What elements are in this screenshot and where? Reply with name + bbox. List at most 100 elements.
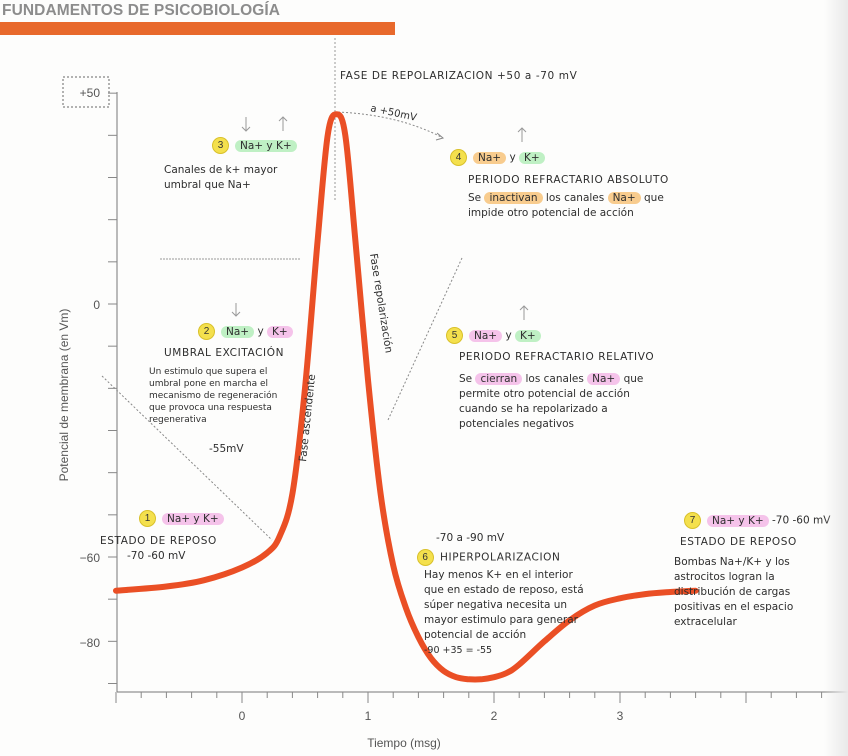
stage-2-title: UMBRAL EXCITACIÓN xyxy=(164,346,284,361)
description-line: mecanismo de regeneración xyxy=(149,391,278,401)
description-line: mayor estimulo para generar xyxy=(424,614,578,626)
stage-number-badge: 2 xyxy=(198,323,215,340)
x-tick-label: 1 xyxy=(365,709,372,723)
y-tick-label: −80 xyxy=(80,636,101,650)
ion-highlight-na: Na+ xyxy=(469,329,503,342)
umbral-diagonal-guide xyxy=(101,375,273,541)
stage-4-annotation: 4 Na+ y K+ xyxy=(450,149,545,166)
book-header-title: FUNDAMENTOS DE PSICOBIOLOGÍA xyxy=(2,2,281,19)
description-line: Un estimulo que supera el xyxy=(149,367,268,377)
y-axis-label: Potencial de membrana (en Vm) xyxy=(57,309,71,482)
description-line: positivas en el espacio xyxy=(674,601,794,613)
x-tick-label: 3 xyxy=(617,709,624,723)
stage-title-text: PERIODO REFRACTARIO RELATIVO xyxy=(459,351,655,363)
ion-connector: y xyxy=(505,329,512,342)
description-line: umbral que Na+ xyxy=(164,179,251,191)
highlighted-word: Na+ xyxy=(587,373,621,385)
ion-highlight-na: Na+ xyxy=(221,325,255,338)
description-line: potenciales negativos xyxy=(459,418,574,430)
stage-5-title: PERIODO REFRACTARIO RELATIVO xyxy=(459,350,654,365)
x-axis-label: Tiempo (msg) xyxy=(367,736,441,750)
description-line: que provoca una respuesta xyxy=(149,403,272,413)
stage-number-badge: 4 xyxy=(450,149,467,166)
text-part: los canales xyxy=(522,373,588,385)
x-tick-label: 0 xyxy=(239,709,246,723)
up-arrow-icon xyxy=(517,127,527,142)
text-part: que xyxy=(640,192,664,204)
text-part: Se xyxy=(459,373,476,385)
stage-5-description: Se cierran los canales Na+ que permite o… xyxy=(459,372,643,432)
ion-highlight-k: K+ xyxy=(515,329,541,342)
ion-connector: y xyxy=(509,151,516,164)
falling-phase-label: Fase repolarización xyxy=(367,253,395,354)
text-part: Se xyxy=(468,192,485,204)
ion-connector: y xyxy=(257,325,264,338)
up-arrow-icon xyxy=(519,305,529,320)
stage-2-annotation: 2 Na+ y K+ xyxy=(198,323,293,340)
description-line: extracelular xyxy=(674,616,737,628)
stage-number-badge: 1 xyxy=(139,510,156,527)
down-arrow-icon xyxy=(231,303,241,317)
stage-6-title: 6 HIPERPOLARIZACION xyxy=(417,549,560,566)
stage-5-annotation: 5 Na+ y K+ xyxy=(446,327,541,344)
x-tick-label: 2 xyxy=(491,709,498,723)
text-part: que xyxy=(620,373,644,385)
stage-3-annotation: 3 Na+ y K+ xyxy=(212,137,297,154)
plus50-dashed-box xyxy=(62,76,110,108)
ion-highlight-k: K+ xyxy=(267,325,293,338)
stage-value-text: -70 -60 mV xyxy=(772,514,831,527)
description-line: impide otro potencial de acción xyxy=(468,207,634,219)
description-line: súper negativa necesita un xyxy=(424,599,568,611)
stage-4-description: Se inactivan los canales Na+ que impide … xyxy=(468,191,664,221)
y-tick-label: +50 xyxy=(80,86,101,100)
stage-7-title: ESTADO DE REPOSO xyxy=(680,535,797,550)
stage-title-text: UMBRAL EXCITACIÓN xyxy=(164,347,285,359)
up-arrow-icon xyxy=(278,116,288,131)
repol-diagonal-guide xyxy=(387,257,463,421)
description-line: umbral pone en marcha el xyxy=(149,379,269,389)
header-accent-bar xyxy=(0,22,395,35)
peak-note: a +50mV xyxy=(369,103,417,124)
y-tick-label: −60 xyxy=(80,551,101,565)
stage-value-text: -70 -60 mV xyxy=(127,550,186,562)
stage-number-badge: 5 xyxy=(446,327,463,344)
description-line: Bombas Na+/K+ y los xyxy=(674,556,790,568)
stage-title-text: HIPERPOLARIZACION xyxy=(440,551,561,564)
threshold-value: -55mV xyxy=(209,443,244,455)
repolarization-phase-title: FASE DE REPOLARIZACION +50 a -70 mV xyxy=(340,70,578,82)
stage-1-title: ESTADO DE REPOSO xyxy=(100,534,217,549)
highlighted-word: cierran xyxy=(475,373,523,385)
stage-1-value: -70 -60 mV xyxy=(127,549,185,564)
ion-highlight: Na+ y K+ xyxy=(162,512,224,525)
peak-arrow-guide xyxy=(337,111,444,139)
stage-title-text: ESTADO DE REPOSO xyxy=(680,536,797,548)
page-edge-shadow xyxy=(824,0,848,756)
stage-number-badge: 3 xyxy=(212,137,229,154)
description-line: distribución de cargas xyxy=(674,586,791,598)
stage-1-annotation: 1 Na+ y K+ xyxy=(139,510,224,527)
stage-number-badge: 7 xyxy=(684,512,701,529)
stage-7-description: Bombas Na+/K+ y los astrocitos logran la… xyxy=(674,555,793,630)
ion-highlight: Na+ y K+ xyxy=(707,514,769,527)
description-line: potencial de acción xyxy=(424,629,527,641)
description-line: cuando se ha repolarizado a xyxy=(459,403,608,415)
highlighted-word: Na+ xyxy=(607,192,641,204)
peak-arrow-head xyxy=(435,132,445,141)
ion-highlight-na: Na+ xyxy=(473,151,507,164)
description-line: Hay menos K+ en el interior xyxy=(424,569,573,581)
y-tick-label: 0 xyxy=(93,298,100,312)
description-line: permite otro potencial de acción xyxy=(459,388,630,400)
description-line: regenerativa xyxy=(149,415,207,425)
description-line: astrocitos logran la xyxy=(674,571,775,583)
description-line: Canales de k+ mayor xyxy=(164,164,278,176)
highlighted-word: inactivan xyxy=(484,192,543,204)
stage-title-text: ESTADO DE REPOSO xyxy=(100,535,217,547)
stage-2-description: Un estimulo que supera el umbral pone en… xyxy=(149,366,277,426)
stage-3-description: Canales de k+ mayor umbral que Na+ xyxy=(164,163,277,193)
ion-highlight-k: K+ xyxy=(519,151,545,164)
action-potential-curve xyxy=(113,111,699,683)
stage-title-text: PERIODO REFRACTARIO ABSOLUTO xyxy=(468,174,669,186)
down-arrow-icon xyxy=(241,117,251,132)
description-line: que en estado de reposo, está xyxy=(424,584,584,596)
